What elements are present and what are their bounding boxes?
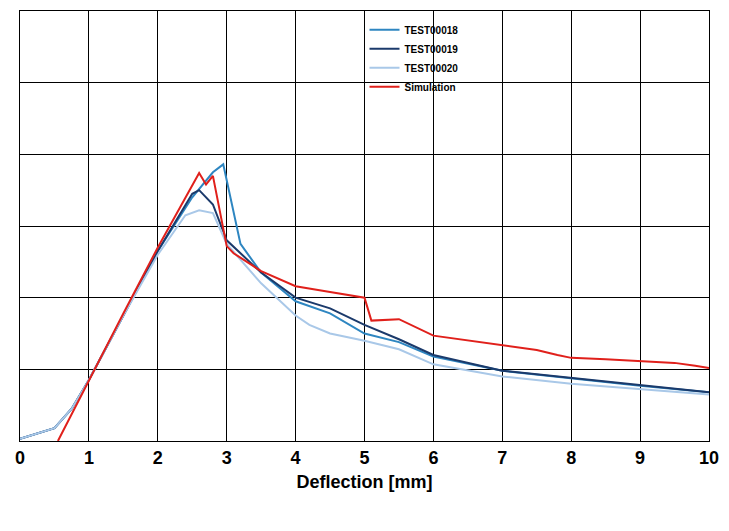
svg-text:3: 3 — [222, 448, 232, 468]
svg-text:6: 6 — [428, 448, 438, 468]
svg-text:9: 9 — [635, 448, 645, 468]
svg-text:TEST00019: TEST00019 — [405, 44, 459, 55]
svg-text:4: 4 — [291, 448, 301, 468]
svg-text:5: 5 — [359, 448, 369, 468]
svg-text:0: 0 — [15, 448, 25, 468]
svg-text:8: 8 — [566, 448, 576, 468]
svg-text:7: 7 — [497, 448, 507, 468]
svg-text:Simulation: Simulation — [405, 82, 456, 93]
svg-text:Deflection [mm]: Deflection [mm] — [296, 472, 432, 492]
svg-text:TEST00020: TEST00020 — [405, 63, 459, 74]
svg-text:TEST00018: TEST00018 — [405, 25, 459, 36]
svg-text:1: 1 — [84, 448, 94, 468]
svg-text:10: 10 — [699, 448, 719, 468]
svg-text:2: 2 — [153, 448, 163, 468]
